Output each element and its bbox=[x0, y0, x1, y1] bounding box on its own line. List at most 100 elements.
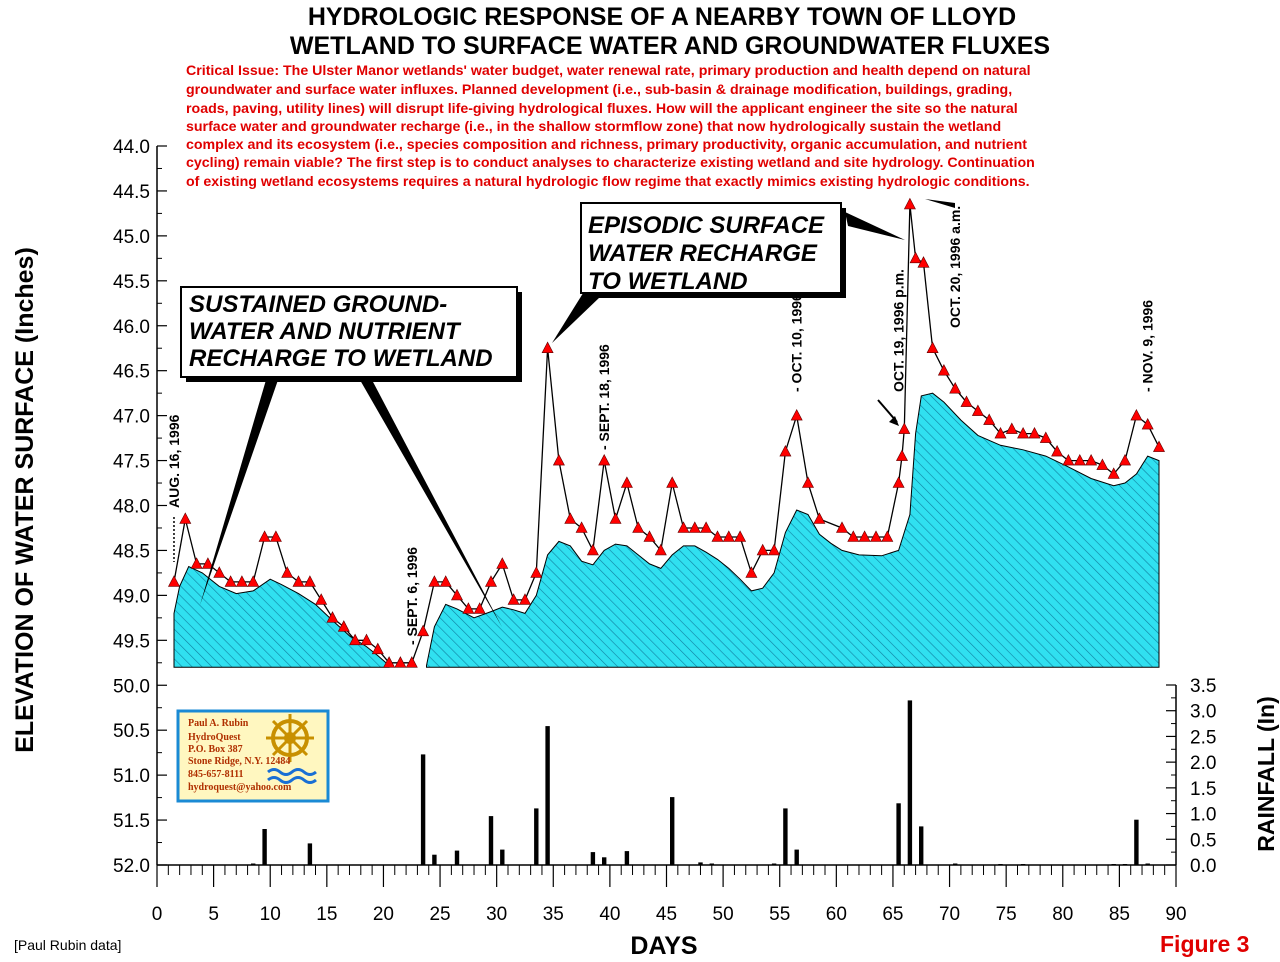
data-point-marker bbox=[417, 624, 430, 637]
rainfall-bar bbox=[919, 826, 924, 865]
data-point-marker bbox=[179, 512, 192, 524]
data-point-marker bbox=[881, 530, 894, 542]
callout-sustained-line: WATER AND NUTRIENT bbox=[189, 318, 462, 345]
y-tick-label: 48.0 bbox=[113, 497, 150, 518]
data-point-marker bbox=[1051, 444, 1064, 457]
y-tick-label: 50.5 bbox=[113, 721, 150, 742]
wave-icon bbox=[267, 768, 317, 784]
data-point-marker bbox=[1119, 453, 1131, 466]
data-point-marker bbox=[371, 642, 384, 655]
data-point-marker bbox=[519, 593, 531, 605]
data-point-marker bbox=[666, 476, 679, 488]
data-point-marker bbox=[598, 453, 611, 466]
y-tick-label: 52.0 bbox=[113, 856, 150, 877]
data-point-marker bbox=[1039, 431, 1052, 443]
rainfall-bar bbox=[907, 700, 913, 865]
rainfall-bar bbox=[262, 829, 267, 865]
y-tick-label: 51.5 bbox=[113, 811, 150, 832]
x-tick-label: 10 bbox=[260, 904, 281, 925]
data-point-marker bbox=[643, 530, 656, 542]
y2-tick-label: 0.5 bbox=[1190, 830, 1216, 851]
rainfall-bar bbox=[1134, 819, 1139, 865]
rainfall-bar bbox=[794, 849, 799, 865]
rainfall-bar bbox=[709, 863, 714, 865]
critical-issue-line: roads, paving, utility lines) will disru… bbox=[186, 101, 1018, 117]
x-tick-label: 45 bbox=[656, 904, 677, 925]
data-point-marker bbox=[439, 575, 452, 587]
data-point-marker bbox=[224, 575, 237, 587]
callout-episodic-line: EPISODIC SURFACE bbox=[588, 212, 825, 239]
callout-episodic-line: TO WETLAND bbox=[588, 268, 748, 295]
data-point-marker bbox=[1141, 417, 1154, 430]
rainfall-bar bbox=[500, 849, 505, 865]
rainfall-bar bbox=[307, 843, 313, 865]
rainfall-bar bbox=[1020, 864, 1026, 865]
y-tick-label: 47.0 bbox=[113, 407, 150, 428]
data-point-marker bbox=[1062, 453, 1075, 466]
groundwater-area-layer bbox=[173, 392, 1160, 668]
data-point-marker bbox=[937, 364, 950, 376]
critical-issue-line: cycling) remain viable? The first step i… bbox=[186, 155, 1035, 171]
oct20-pointer bbox=[925, 199, 955, 208]
date-annotation: OCT. 20, 1996 a.m. bbox=[947, 206, 963, 328]
logo-line: P.O. Box 387 bbox=[188, 744, 243, 755]
y-tick-label: 46.0 bbox=[113, 317, 150, 338]
data-point-marker bbox=[949, 382, 962, 394]
x-axis-label: DAYS bbox=[630, 932, 697, 960]
y2-axis-label: RAINFALL (In) bbox=[1253, 696, 1279, 851]
x-tick-label: 15 bbox=[316, 904, 337, 925]
x-tick-label: 75 bbox=[996, 904, 1017, 925]
y-tick-label: 49.0 bbox=[113, 586, 150, 607]
data-point-marker bbox=[326, 611, 339, 623]
data-point-marker bbox=[870, 530, 882, 542]
data-point-marker bbox=[315, 593, 328, 605]
data-point-marker bbox=[677, 521, 690, 533]
data-point-marker bbox=[1096, 458, 1109, 470]
data-point-marker bbox=[1153, 440, 1165, 452]
data-point-marker bbox=[898, 422, 911, 434]
date-annotation: - OCT. 10, 1996 bbox=[789, 293, 805, 392]
rainfall-bar bbox=[251, 863, 256, 865]
chart-title-line-2: WETLAND TO SURFACE WATER AND GROUNDWATER… bbox=[290, 32, 1050, 60]
rainfall-bar bbox=[896, 803, 901, 865]
data-point-marker bbox=[909, 251, 922, 264]
data-point-marker bbox=[428, 575, 441, 587]
rainfall-bar bbox=[698, 862, 703, 865]
x-tick-label: 20 bbox=[373, 904, 394, 925]
data-point-marker bbox=[983, 413, 996, 425]
y2-tick-label: 0.0 bbox=[1190, 856, 1216, 877]
figure-label: Figure 3 bbox=[1160, 931, 1249, 957]
data-point-marker bbox=[632, 521, 645, 533]
y-tick-label: 44.0 bbox=[113, 137, 150, 158]
date-annotation: - NOV. 9, 1996 bbox=[1140, 300, 1156, 392]
y2-tick-label: 2.0 bbox=[1190, 753, 1216, 774]
y-tick-label: 44.5 bbox=[113, 182, 150, 203]
data-point-marker bbox=[1107, 467, 1120, 479]
y2-tick-label: 1.5 bbox=[1190, 779, 1216, 800]
x-tick-label: 70 bbox=[939, 904, 960, 925]
rainfall-bar bbox=[953, 863, 958, 865]
date-annotation: AUG. 16, 1996 bbox=[166, 414, 182, 508]
callout-sustained-line: SUSTAINED GROUND- bbox=[189, 291, 447, 318]
data-point-marker bbox=[756, 543, 769, 556]
x-tick-label: 35 bbox=[543, 904, 564, 925]
data-point-marker bbox=[462, 602, 475, 614]
x-tick-label: 90 bbox=[1165, 904, 1186, 925]
data-point-marker bbox=[847, 530, 860, 542]
data-point-marker bbox=[711, 530, 724, 542]
y-tick-label: 49.5 bbox=[113, 631, 150, 652]
hydroquest-logo: Paul A. Rubin HydroQuest P.O. Box 387 St… bbox=[176, 709, 330, 803]
data-point-marker bbox=[836, 521, 848, 533]
data-point-marker bbox=[768, 543, 781, 556]
x-tick-label: 65 bbox=[882, 904, 903, 925]
y-tick-label: 50.0 bbox=[113, 676, 150, 697]
data-point-marker bbox=[1005, 422, 1018, 434]
data-point-marker bbox=[734, 530, 747, 542]
data-point-marker bbox=[281, 566, 294, 578]
critical-issue-text: Critical Issue: The Ulster Manor wetland… bbox=[186, 63, 1035, 190]
sustained-pointer-right bbox=[360, 380, 502, 627]
rainfall-bar bbox=[1145, 863, 1150, 865]
y-tick-label: 47.5 bbox=[113, 452, 150, 473]
data-point-marker bbox=[722, 530, 735, 542]
y-tick-label: 48.5 bbox=[113, 541, 150, 562]
